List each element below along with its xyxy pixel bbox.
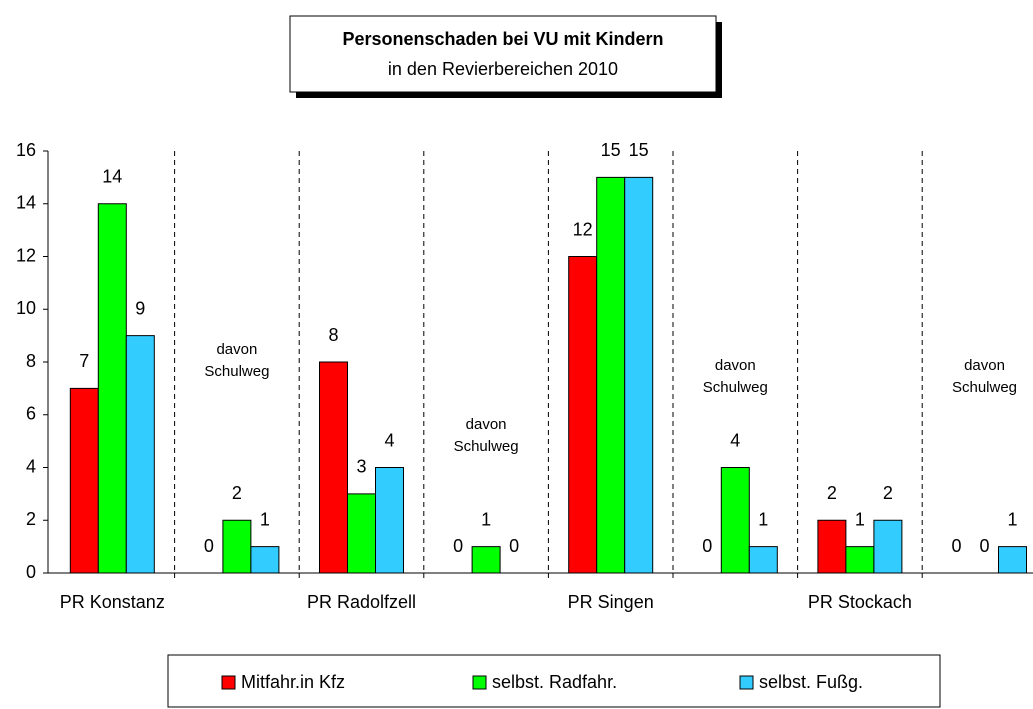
y-tick-label: 8: [26, 351, 36, 371]
bar: [222, 519, 252, 574]
data-label: 15: [601, 140, 621, 160]
data-label: 0: [453, 536, 463, 556]
data-label: 4: [384, 430, 394, 450]
chart-title: Personenschaden bei VU mit Kindern: [342, 29, 663, 49]
data-label: 0: [979, 536, 989, 556]
bar: [817, 519, 847, 574]
bar: [69, 387, 99, 574]
bar: [998, 546, 1027, 574]
bar: [624, 176, 654, 574]
y-tick-label: 10: [16, 298, 36, 318]
data-label: 1: [855, 509, 865, 529]
bar: [250, 546, 280, 574]
legend-swatch: [221, 675, 236, 690]
y-tick-label: 6: [26, 404, 36, 424]
legend-swatch: [739, 675, 754, 690]
legend-label: selbst. Radfahr.: [492, 672, 617, 692]
y-tick-label: 14: [16, 193, 36, 213]
data-label: 0: [951, 536, 961, 556]
annotation: Schulweg: [952, 379, 1017, 396]
data-label: 2: [827, 483, 837, 503]
data-label: 2: [883, 483, 893, 503]
data-label: 4: [730, 430, 740, 450]
data-label: 1: [481, 509, 491, 529]
y-tick-label: 0: [26, 562, 36, 582]
annotation: Schulweg: [703, 379, 768, 396]
bar: [596, 176, 626, 574]
data-label: 1: [1007, 509, 1017, 529]
bar: [375, 467, 404, 574]
chart-subtitle: in den Revierbereichen 2010: [388, 59, 618, 79]
bar: [845, 546, 875, 574]
bar: [125, 335, 155, 574]
bar: [720, 467, 750, 574]
legend-box: [167, 654, 941, 708]
data-label: 0: [204, 536, 214, 556]
y-tick-label: 2: [26, 509, 36, 529]
annotation: Schulweg: [454, 438, 519, 455]
annotation: davon: [715, 357, 756, 374]
bar: [319, 361, 348, 574]
data-label: 1: [260, 509, 270, 529]
x-tick-label: PR Radolfzell: [307, 592, 416, 612]
bar: [568, 256, 598, 574]
y-tick-label: 16: [16, 140, 36, 160]
legend-swatch: [472, 675, 487, 690]
data-label: 7: [79, 351, 89, 371]
data-label: 9: [135, 298, 145, 318]
x-tick-label: PR Singen: [568, 592, 654, 612]
data-label: 15: [629, 140, 649, 160]
annotation: davon: [466, 416, 507, 433]
data-label: 3: [356, 457, 366, 477]
y-tick-label: 4: [26, 456, 36, 476]
data-label: 1: [758, 509, 768, 529]
data-label: 12: [573, 219, 593, 239]
data-label: 2: [232, 483, 242, 503]
annotation: davon: [216, 341, 257, 358]
bar: [748, 546, 778, 574]
bar: [471, 546, 501, 574]
legend-label: Mitfahr.in Kfz: [241, 672, 345, 692]
data-label: 14: [102, 167, 122, 187]
bar: [873, 519, 903, 574]
bar: [347, 493, 376, 574]
x-tick-label: PR Konstanz: [60, 592, 165, 612]
title-box: [289, 15, 717, 93]
x-tick-label: PR Stockach: [808, 592, 912, 612]
annotation: davon: [964, 357, 1005, 374]
data-label: 8: [328, 325, 338, 345]
bar: [97, 203, 127, 574]
y-tick-label: 12: [16, 245, 36, 265]
data-label: 0: [509, 536, 519, 556]
data-label: 0: [702, 536, 712, 556]
annotation: Schulweg: [204, 363, 269, 380]
legend-label: selbst. Fußg.: [759, 672, 863, 692]
